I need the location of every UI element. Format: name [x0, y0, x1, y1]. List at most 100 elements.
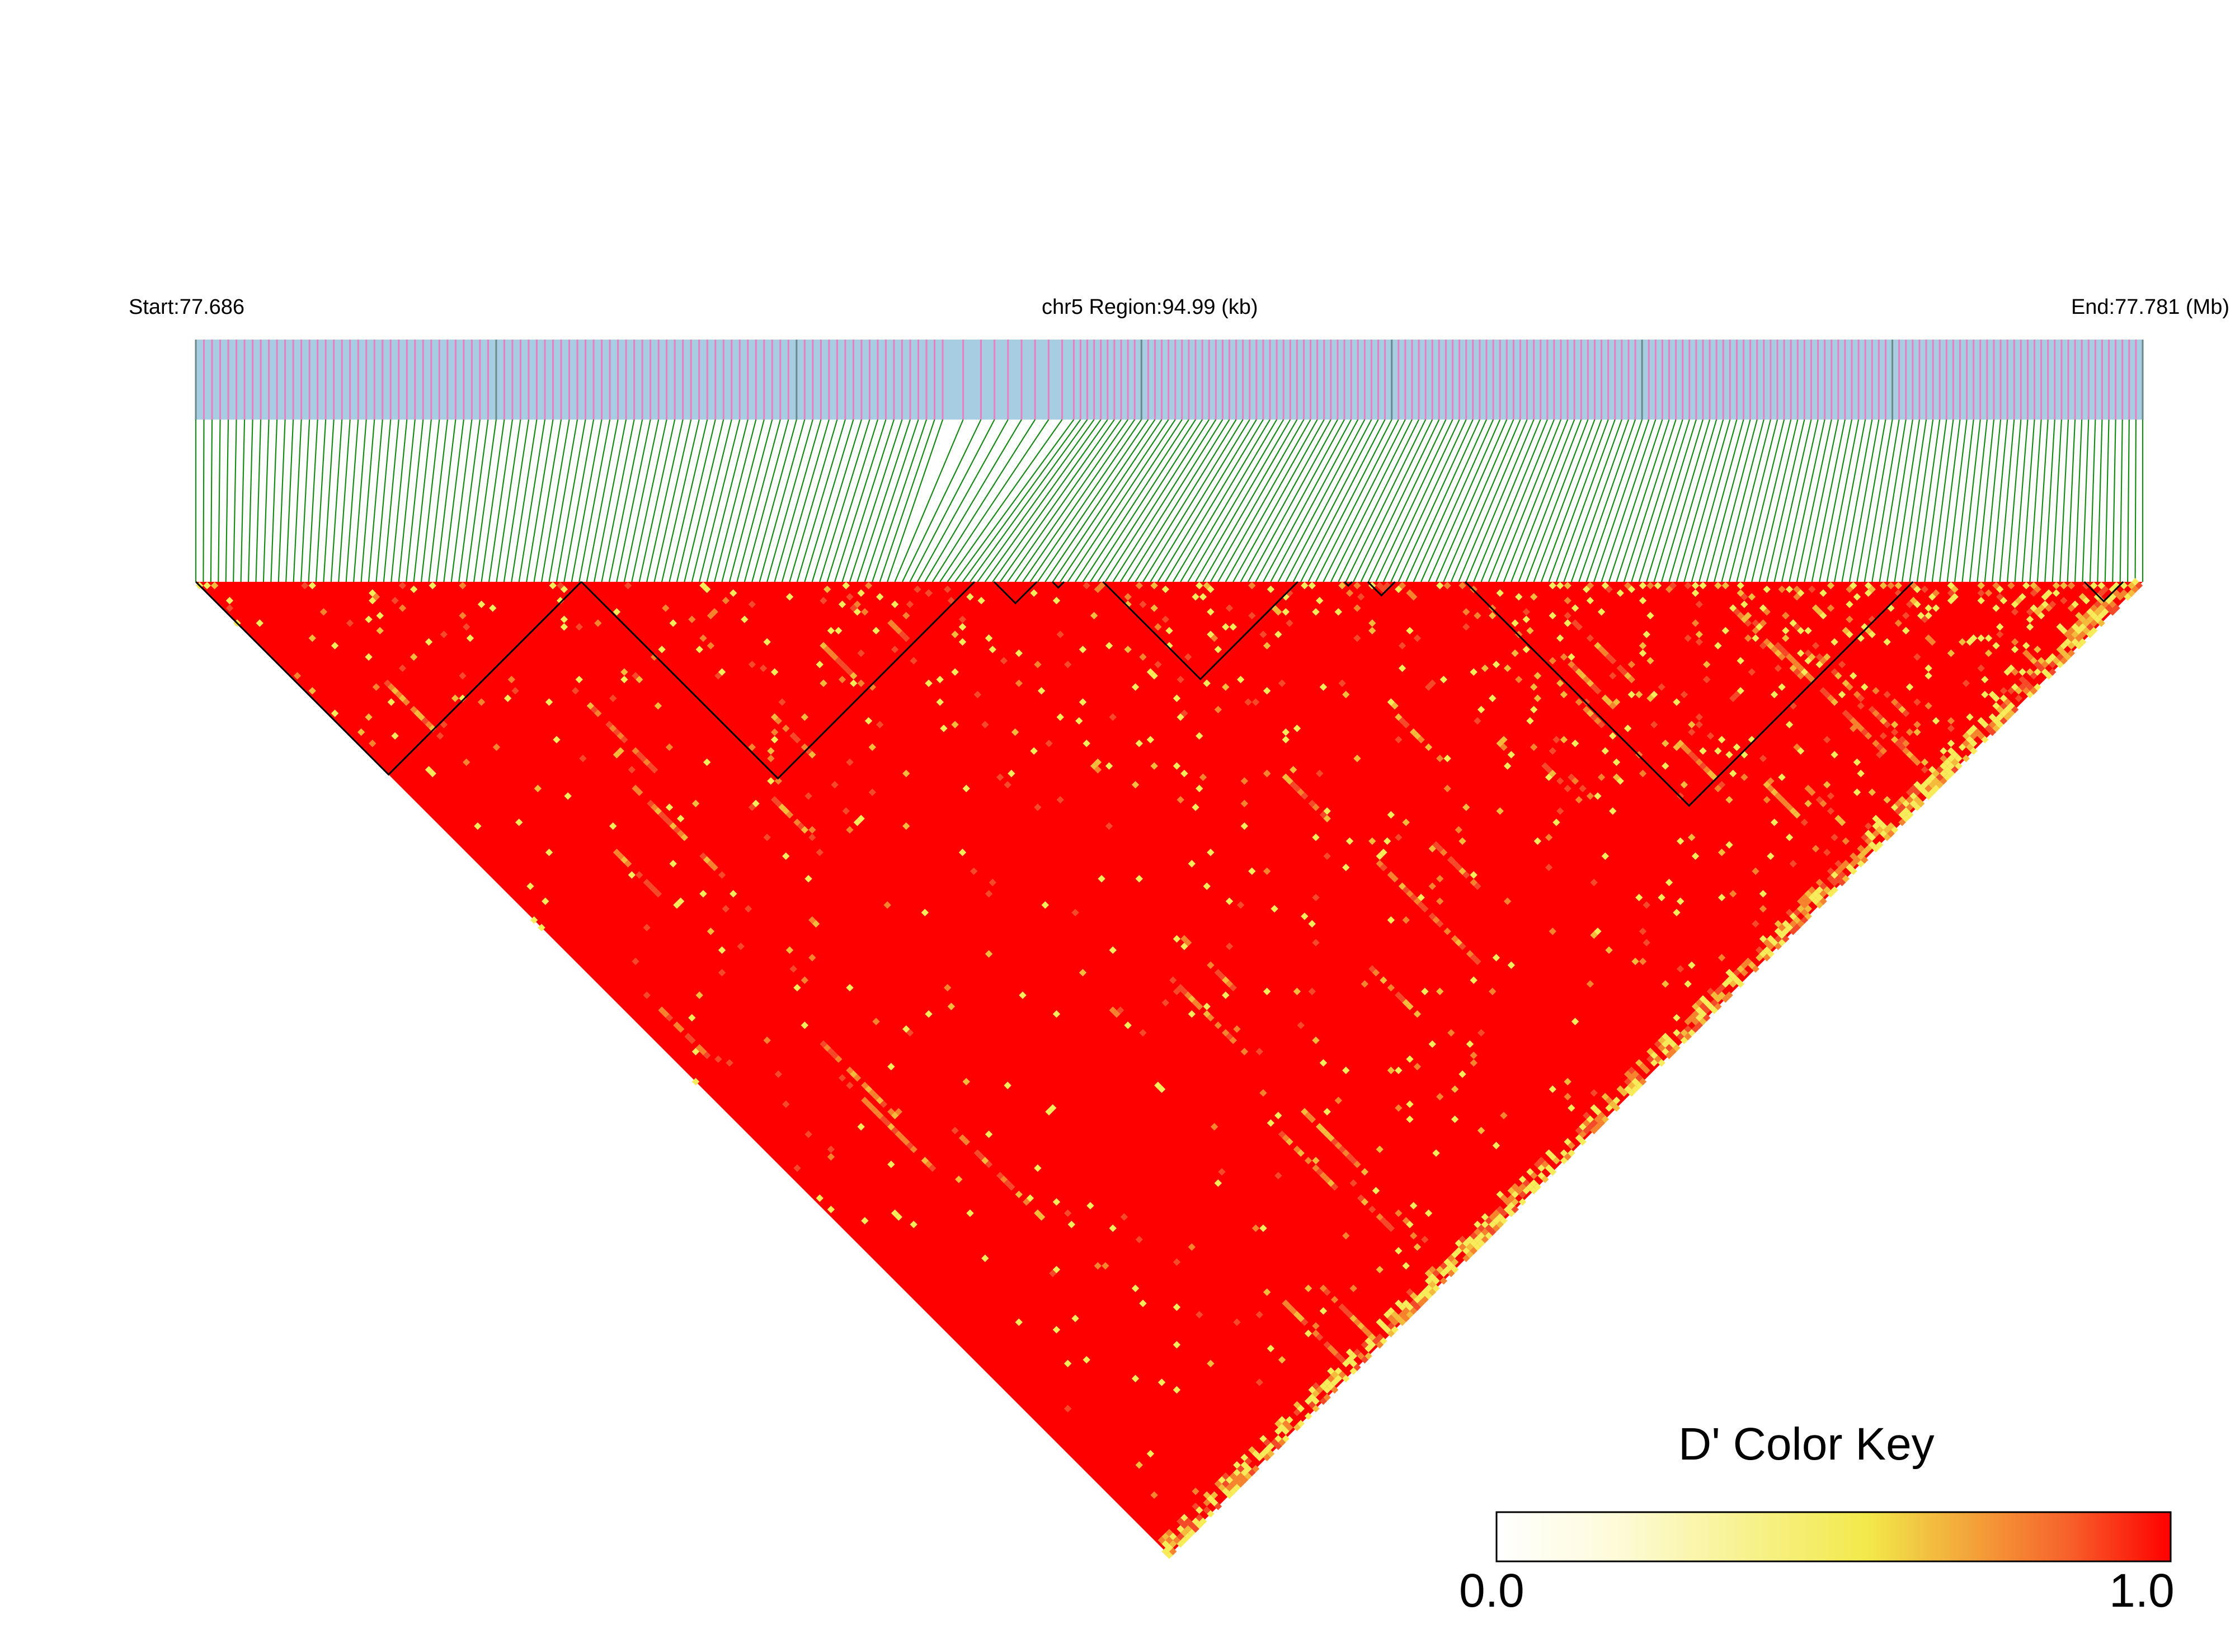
ld-cell — [1594, 1123, 1602, 1131]
ld-cell — [1568, 653, 1575, 661]
snp-connector — [1277, 419, 1366, 582]
ld-cell — [1214, 968, 1222, 977]
ld-cell — [902, 769, 910, 778]
ld-cell — [1312, 1156, 1320, 1165]
ld-cell — [1966, 743, 1974, 751]
ld-cell — [1699, 1010, 1707, 1018]
ld-cell — [1184, 1525, 1192, 1533]
ld-cell — [1568, 661, 1575, 669]
ld-cell — [695, 991, 703, 999]
ld-cell — [1225, 942, 1234, 950]
snp-connector — [255, 419, 262, 582]
ld-cell — [1105, 822, 1113, 830]
ld-cell — [1327, 1367, 1335, 1375]
ld-cell — [410, 705, 418, 714]
ld-cell — [1180, 1514, 1188, 1522]
ld-cell — [1575, 1127, 1583, 1135]
ld-cell — [2078, 615, 2087, 623]
ld-cell — [1552, 1156, 1560, 1165]
ld-cell — [1691, 1025, 1700, 1033]
ld-cell — [1872, 830, 1880, 837]
ld-cell — [1409, 893, 1418, 902]
ld-cell — [1811, 897, 1820, 905]
ld-cell — [1699, 1018, 1707, 1025]
ld-cell — [1627, 1081, 1636, 1089]
ld-cell — [1150, 604, 1158, 612]
snp-connector — [699, 419, 741, 582]
ld-cell — [1233, 1476, 1241, 1484]
ld-cell — [2007, 687, 2015, 695]
ld-cell — [1037, 687, 1046, 695]
ld-cell — [1319, 1127, 1328, 1135]
ld-cell — [1436, 755, 1444, 763]
ld-cell — [1357, 593, 1365, 601]
snp-connector — [1796, 419, 1832, 582]
ld-cell — [1928, 638, 1936, 646]
ld-cell — [1684, 1033, 1692, 1041]
ld-cell — [1905, 751, 1914, 759]
snp-connector — [872, 419, 928, 582]
ld-cell — [1966, 728, 1974, 736]
ld-cell — [1436, 1093, 1444, 1101]
snp-connector — [1736, 419, 1778, 582]
ld-cell — [853, 600, 862, 609]
ld-cell — [534, 784, 542, 793]
ld-cell — [2018, 593, 2026, 601]
ld-cell — [1770, 939, 1778, 947]
ld-cell — [395, 690, 403, 699]
ld-cell — [1383, 1221, 1391, 1229]
ld-cell — [1921, 781, 1929, 789]
ld-cell — [1417, 1300, 1425, 1307]
snp-connector — [1668, 419, 1718, 582]
ld-cell — [1571, 604, 1579, 612]
snp-connector — [563, 419, 595, 582]
ld-cell — [1594, 1108, 1602, 1116]
ld-cell — [1372, 968, 1380, 977]
snp-connector — [1578, 419, 1636, 582]
ld-cell — [1286, 619, 1293, 627]
ld-cell — [1702, 766, 1711, 774]
ld-cell — [1582, 705, 1591, 714]
snp-connector — [1488, 419, 1555, 582]
ld-cell — [1729, 604, 1737, 612]
ld-cell — [1684, 582, 1692, 590]
ld-cell — [1409, 728, 1418, 736]
ld-cell — [1992, 642, 2000, 649]
ld-cell — [1364, 1329, 1372, 1338]
ld-cell — [1083, 582, 1090, 590]
ld-cell — [1267, 585, 1275, 594]
snp-connector — [300, 419, 310, 582]
snp-connector — [1270, 419, 1359, 582]
ld-cell — [1564, 1138, 1571, 1146]
ld-cell — [1173, 1341, 1181, 1349]
snp-connector — [1075, 419, 1183, 582]
ld-cell — [1864, 582, 1872, 590]
ld-cell — [1286, 1138, 1293, 1146]
ld-cell — [2037, 664, 2045, 672]
ld-cell — [556, 582, 564, 590]
ld-cell — [1015, 1190, 1023, 1198]
snp-connector — [1646, 419, 1697, 582]
ld-cell — [1180, 987, 1188, 995]
ld-cell — [1338, 679, 1346, 688]
ld-cell — [1631, 957, 1639, 966]
ld-cell — [2034, 668, 2041, 676]
snp-connector — [1834, 419, 1866, 582]
ld-cell — [1718, 781, 1726, 789]
ld-cell — [1248, 582, 1256, 590]
ld-cell — [1545, 766, 1553, 774]
ld-cell — [1808, 886, 1816, 894]
ld-cell — [331, 709, 339, 717]
ld-cell — [1831, 751, 1838, 759]
ld-cell — [1759, 604, 1767, 612]
ld-cell — [1973, 728, 1982, 736]
ld-cell — [1413, 1062, 1422, 1071]
ld-cell — [1966, 736, 1974, 743]
ld-cell — [1639, 582, 1647, 590]
ld-cell — [1345, 589, 1354, 597]
ld-cell — [1714, 987, 1722, 995]
ld-cell — [1184, 653, 1192, 661]
ld-cell — [1763, 939, 1771, 947]
ld-cell — [1470, 871, 1478, 879]
ld-cell — [1785, 834, 1794, 841]
